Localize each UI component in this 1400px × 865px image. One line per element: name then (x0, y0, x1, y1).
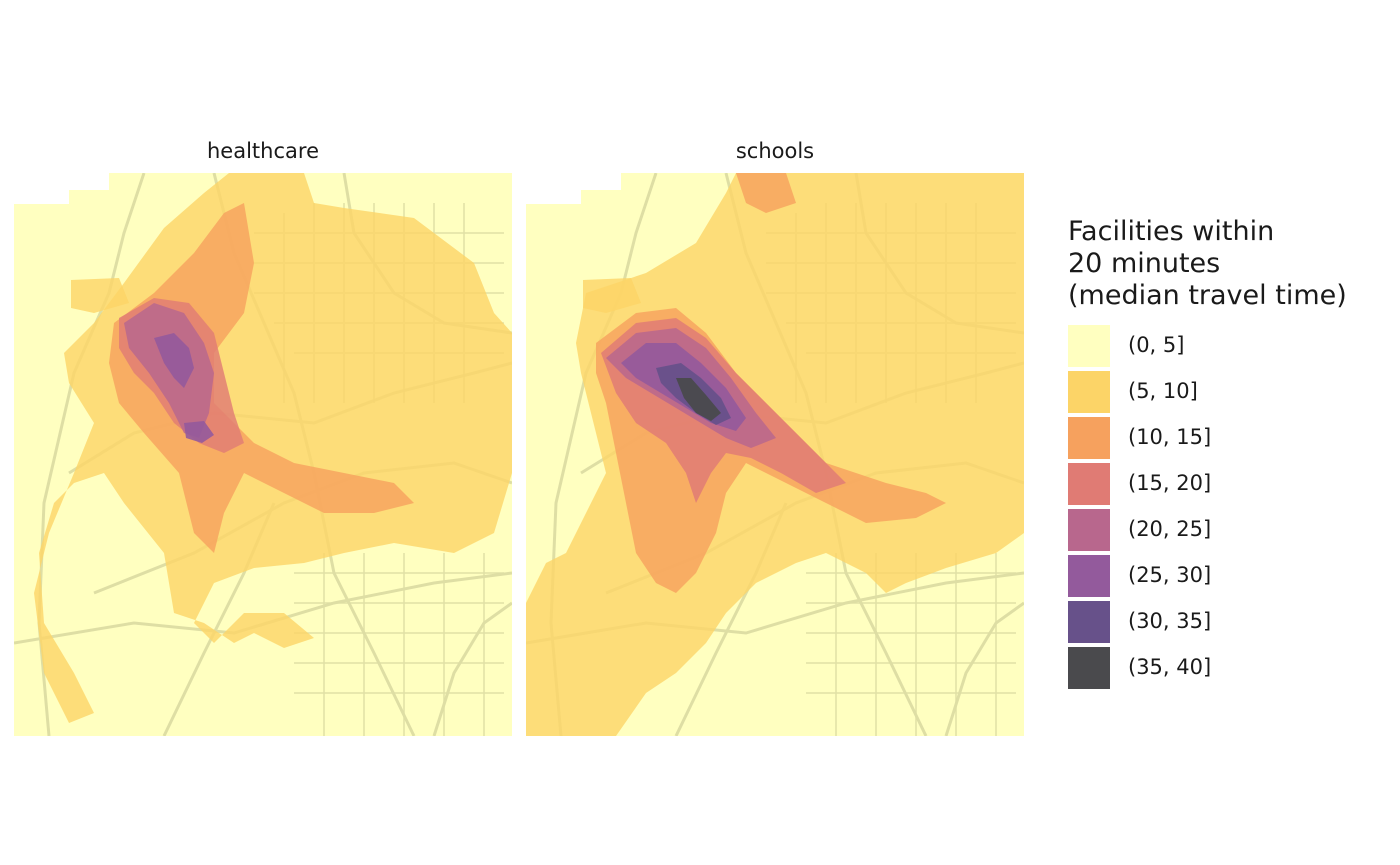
band-5-10-patch (71, 278, 129, 313)
isochrone-fill (526, 173, 1024, 736)
legend-label: (35, 40] (1128, 655, 1212, 679)
panel-title-healthcare: healthcare (207, 139, 319, 163)
legend-label: (15, 20] (1128, 471, 1212, 495)
legend-title: Facilities within 20 minutes (median tra… (1068, 216, 1347, 311)
map-panel-schools (526, 173, 1024, 736)
band-10-15 (109, 203, 414, 553)
legend-swatch (1068, 509, 1110, 551)
legend-swatch (1068, 325, 1110, 367)
legend-label: (10, 15] (1128, 425, 1212, 449)
legend-swatch (1068, 371, 1110, 413)
band-10-15 (596, 173, 946, 593)
map-panel-healthcare (14, 173, 512, 736)
legend-label: (20, 25] (1128, 517, 1212, 541)
map-nodata-corner (526, 173, 621, 204)
panel-title-schools: schools (735, 139, 815, 163)
legend-swatch (1068, 601, 1110, 643)
legend-label: (0, 5] (1128, 333, 1185, 357)
legend-swatch (1068, 555, 1110, 597)
legend-swatch (1068, 647, 1110, 689)
map-nodata-corner (14, 173, 109, 204)
legend-swatch (1068, 463, 1110, 505)
legend-label: (30, 35] (1128, 609, 1212, 633)
legend-label: (25, 30] (1128, 563, 1212, 587)
isochrone-fill (34, 173, 512, 723)
band-35-40 (676, 378, 721, 421)
legend-swatch (1068, 417, 1110, 459)
legend-label: (5, 10] (1128, 379, 1198, 403)
band-25-30 (154, 333, 214, 443)
band-5-10-patch (583, 278, 641, 313)
